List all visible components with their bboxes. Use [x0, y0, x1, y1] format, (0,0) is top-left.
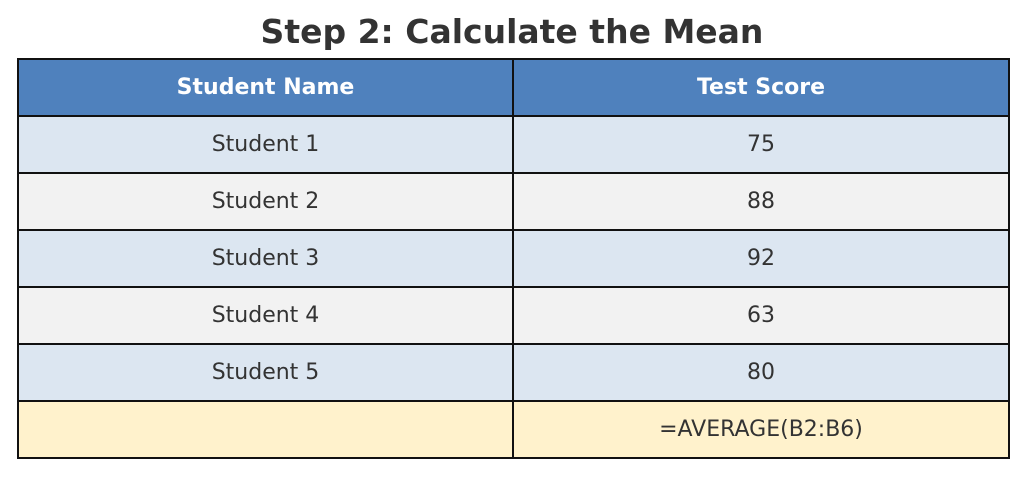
cell-test-score[interactable]: 88 [512, 172, 1010, 231]
cell-test-score[interactable]: 63 [512, 286, 1010, 345]
cell-test-score[interactable]: 80 [512, 343, 1010, 402]
cell-student-name[interactable]: Student 2 [17, 172, 514, 231]
table-row: Student 1 75 [17, 115, 1010, 174]
header-row: Student Name Test Score [17, 58, 1010, 117]
scores-table: Student Name Test Score Student 1 75 Stu… [17, 58, 1010, 459]
page-title: Step 2: Calculate the Mean [260, 12, 764, 51]
table-row: Student 3 92 [17, 229, 1010, 288]
formula-row: =AVERAGE(B2:B6) [17, 400, 1010, 459]
cell-student-name[interactable]: Student 1 [17, 115, 514, 174]
header-test-score: Test Score [512, 58, 1010, 117]
cell-student-name[interactable]: Student 5 [17, 343, 514, 402]
cell-student-name[interactable]: Student 4 [17, 286, 514, 345]
cell-test-score[interactable]: 92 [512, 229, 1010, 288]
table-row: Student 2 88 [17, 172, 1010, 231]
cell-student-name[interactable]: Student 3 [17, 229, 514, 288]
cell-test-score[interactable]: 75 [512, 115, 1010, 174]
header-student-name: Student Name [17, 58, 514, 117]
formula-empty-cell[interactable] [17, 400, 514, 459]
table-row: Student 4 63 [17, 286, 1010, 345]
table-row: Student 5 80 [17, 343, 1010, 402]
formula-cell[interactable]: =AVERAGE(B2:B6) [512, 400, 1010, 459]
